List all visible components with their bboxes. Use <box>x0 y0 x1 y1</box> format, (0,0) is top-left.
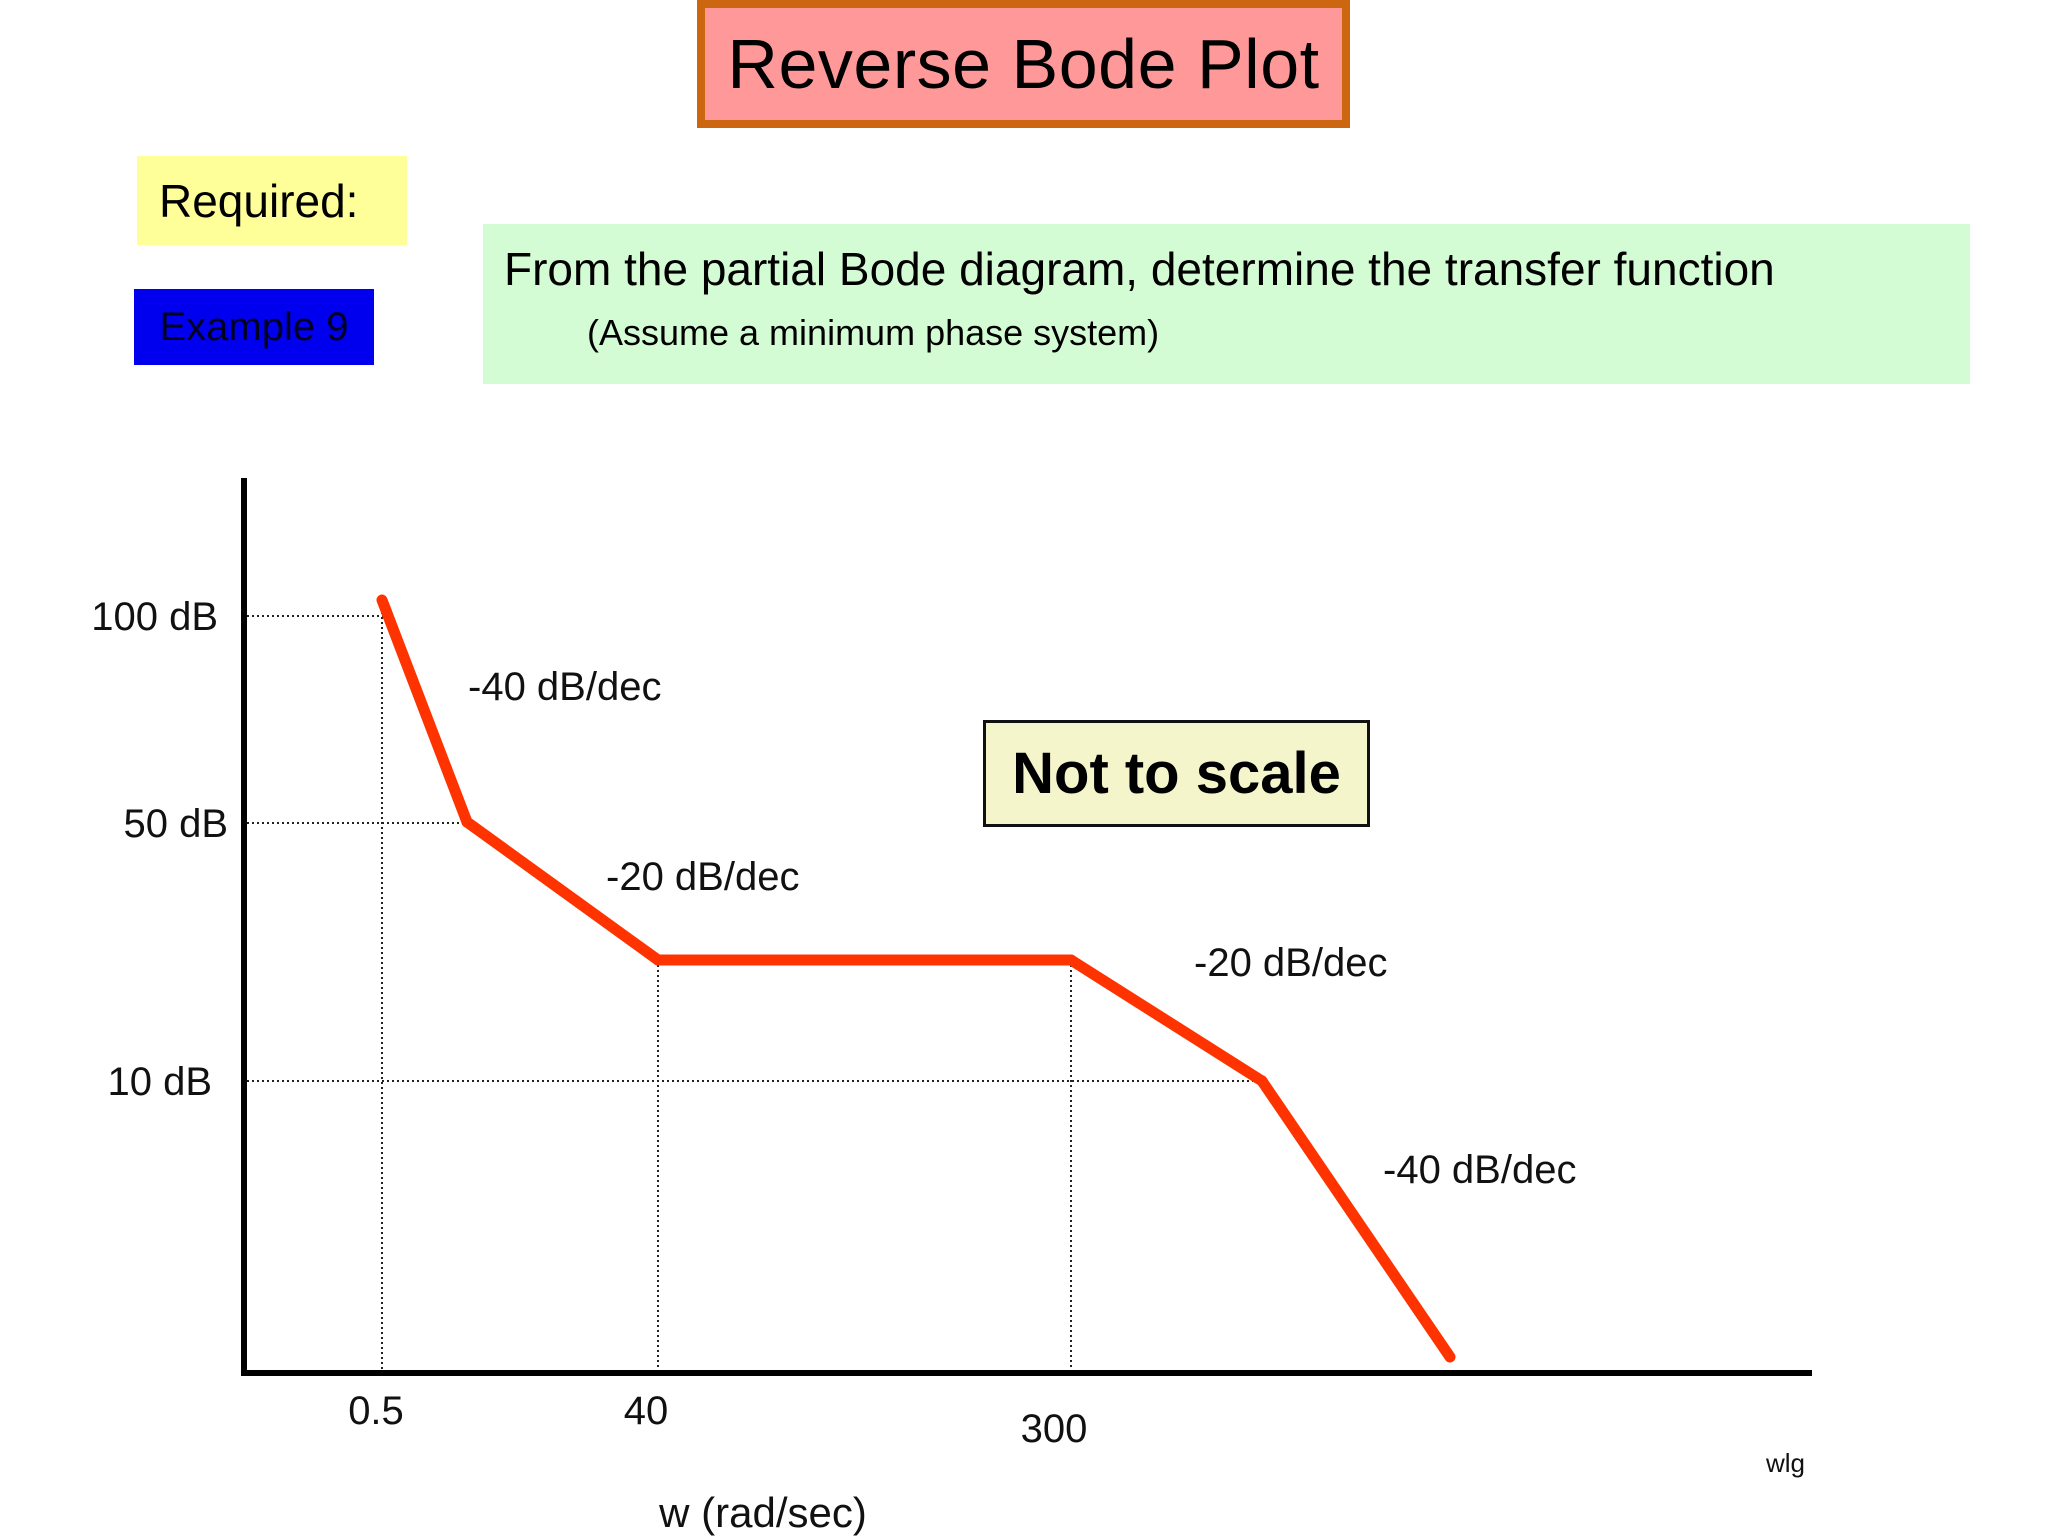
example-label: Example 9 <box>134 289 374 365</box>
y-tick-50db: 50 dB <box>123 802 228 846</box>
not-to-scale-note: Not to scale <box>983 720 1370 827</box>
y-tick-100db: 100 dB <box>91 595 218 639</box>
x-tick-40: 40 <box>624 1389 669 1433</box>
required-label: Required: <box>137 156 407 245</box>
page-title: Reverse Bode Plot <box>697 0 1350 128</box>
slope-label-2: -20 dB/dec <box>606 855 799 899</box>
slope-label-1: -40 dB/dec <box>468 665 661 709</box>
x-tick-0-5: 0.5 <box>348 1389 404 1433</box>
slope-label-4: -40 dB/dec <box>1383 1148 1576 1192</box>
x-axis-title: w (rad/sec) <box>658 1489 867 1536</box>
task-panel: From the partial Bode diagram, determine… <box>483 224 1970 384</box>
curve-segment-2 <box>461 816 664 966</box>
slope-label-3: -20 dB/dec <box>1194 941 1387 985</box>
x-tick-300: 300 <box>1021 1407 1088 1451</box>
curve-segment-4 <box>1065 954 1268 1087</box>
credit-text: wlg <box>1765 1448 1805 1478</box>
magnitude-curve <box>376 594 1456 1363</box>
curve-segment-1 <box>376 594 473 828</box>
task-assumption: (Assume a minimum phase system) <box>587 312 1160 353</box>
curve-segment-5 <box>1256 1075 1456 1363</box>
y-tick-10db: 10 dB <box>107 1060 212 1104</box>
task-statement: From the partial Bode diagram, determine… <box>504 243 1775 295</box>
